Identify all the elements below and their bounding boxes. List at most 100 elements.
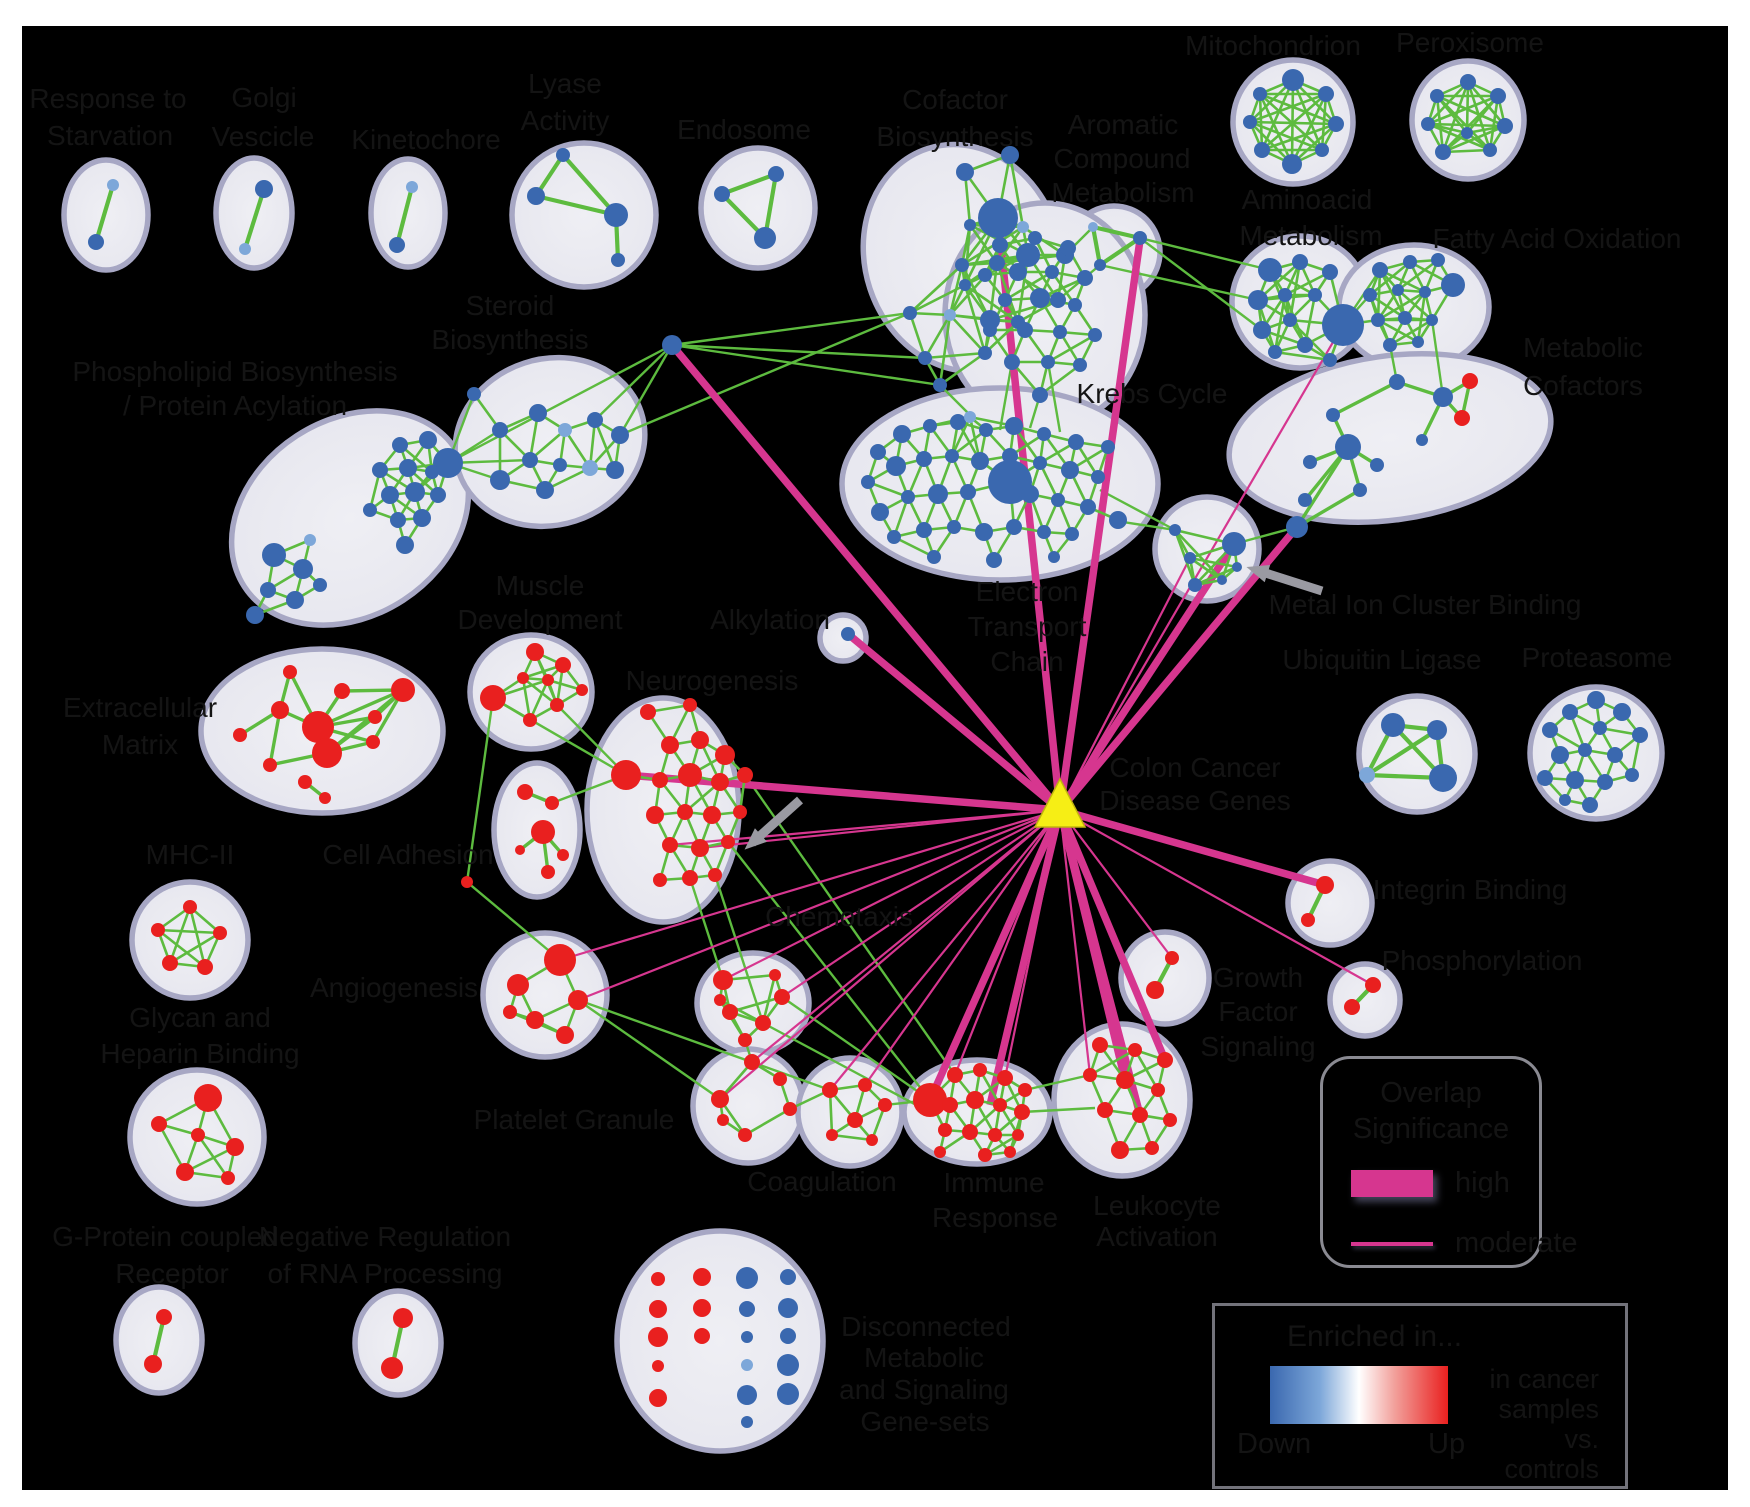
gene-set-node-leukocyte-activation bbox=[1145, 1141, 1159, 1155]
gene-set-node-neurogenesis bbox=[640, 704, 656, 720]
overlap-edge-moderate bbox=[1003, 809, 1062, 1079]
gene-set-node-growth-factor-signaling bbox=[1165, 951, 1179, 965]
gene-set-node-mitochondrion bbox=[1243, 115, 1257, 129]
gene-set-node-extracellular-matrix bbox=[334, 683, 350, 699]
label-glycan-heparin-binding: Glycan and bbox=[129, 1002, 271, 1033]
gene-set-node-glycan-heparin-binding bbox=[221, 1171, 235, 1185]
gene-set-node-phospholipid-biosynthesis bbox=[363, 503, 377, 517]
edge-platelet-granule bbox=[744, 1107, 791, 1137]
edge-cofactor-biosynthesis bbox=[909, 283, 966, 315]
gene-set-node-proteasome bbox=[1607, 747, 1623, 763]
edge-mitochondrion bbox=[1249, 120, 1323, 152]
edge-electron-transport-chain bbox=[867, 480, 909, 499]
label-phosphorylation: Phosphorylation bbox=[1382, 945, 1583, 976]
edge-krebs-cycle bbox=[1047, 333, 1096, 364]
gene-set-node-angiogenesis bbox=[503, 1005, 517, 1019]
gene-set-node-electron-transport-chain bbox=[1002, 448, 1018, 464]
gene-set-node-peroxisome bbox=[1490, 88, 1506, 104]
gene-set-node-leukocyte-activation bbox=[1111, 1141, 1129, 1159]
gene-set-node-cofactor-biosynthesis bbox=[1017, 221, 1029, 233]
gene-set-node-coagulation bbox=[866, 1134, 878, 1146]
gene-set-node-electron-transport-chain bbox=[975, 523, 993, 541]
gene-set-node-aminoacid-metabolism bbox=[1248, 290, 1268, 310]
gene-set-node-extracellular-matrix bbox=[283, 665, 297, 679]
edge-glycan-heparin-binding bbox=[157, 1123, 187, 1173]
overlap-edge-moderate bbox=[751, 809, 1061, 1063]
gene-set-node-metabolic-cofactors bbox=[1433, 387, 1453, 407]
label-g-protein-coupled-receptor: G-Protein coupled bbox=[52, 1221, 278, 1252]
green-link bbox=[998, 361, 1014, 431]
gene-set-node-metal-ion-cluster-binding bbox=[1217, 575, 1227, 585]
green-link bbox=[1099, 263, 1259, 302]
edge-mitochondrion bbox=[1290, 93, 1328, 165]
overlap-title-line1: Overlap bbox=[1380, 1077, 1482, 1109]
gene-set-node-proteasome bbox=[1632, 727, 1648, 743]
gene-set-node-cofactor-biosynthesis bbox=[956, 163, 974, 181]
gene-set-node-disconnected-gene-sets bbox=[693, 1268, 711, 1286]
gene-set-node-krebs-cycle bbox=[1077, 270, 1093, 286]
gene-set-node-leukocyte-activation bbox=[1097, 1102, 1113, 1118]
gene-set-node-immune-response bbox=[938, 1123, 952, 1137]
gene-set-node-disconnected-gene-sets bbox=[652, 1360, 664, 1372]
label-aromatic-compound-metabolism: Compound bbox=[1054, 143, 1191, 174]
label-muscle-development: Muscle bbox=[496, 570, 585, 601]
gene-set-node-neurogenesis bbox=[653, 873, 667, 887]
layer-magenta bbox=[559, 217, 1374, 1116]
edge-fatty-acid-oxidation bbox=[1389, 318, 1433, 347]
label-disconnected-gene-sets: and Signaling bbox=[839, 1374, 1009, 1405]
note-line2: samples bbox=[1498, 1394, 1599, 1424]
gene-set-node-response-to-starvation bbox=[107, 179, 119, 191]
cluster-ellipse-angiogenesis bbox=[480, 930, 610, 1060]
label-glycan-heparin-binding: Heparin Binding bbox=[100, 1038, 299, 1069]
gene-set-node-extracellular-matrix bbox=[368, 710, 382, 724]
gene-set-node-mhc-ii bbox=[213, 926, 227, 940]
gene-set-node-chemotaxis bbox=[722, 1004, 738, 1020]
gene-set-node-muscle-development bbox=[517, 672, 529, 684]
gene-set-node-endosome bbox=[754, 227, 776, 249]
gene-set-node-mhc-ii bbox=[151, 923, 165, 937]
gene-set-node-muscle-development bbox=[576, 684, 588, 696]
edge-aromatic-compound-metabolism bbox=[1098, 236, 1142, 267]
gene-set-node-neurogenesis bbox=[662, 837, 678, 853]
gene-set-node-aminoacid-metabolism bbox=[1323, 353, 1337, 367]
gene-set-node-chemotaxis bbox=[769, 969, 781, 981]
gene-set-node-electron-transport-chain bbox=[1021, 485, 1039, 503]
edge-metal-ion-cluster-binding bbox=[1189, 556, 1238, 569]
label-extracellular-matrix: Matrix bbox=[102, 729, 178, 760]
label-growth-factor-signaling: Factor bbox=[1218, 996, 1297, 1027]
label-disconnected-gene-sets: Gene-sets bbox=[860, 1406, 989, 1437]
legend-row-moderate: moderate bbox=[1351, 1227, 1578, 1260]
edge-endosome bbox=[721, 172, 777, 196]
gene-set-node-lyase-activity bbox=[527, 187, 545, 205]
gene-set-node-mhc-ii bbox=[197, 959, 213, 975]
gene-set-node-glycan-heparin-binding bbox=[151, 1116, 167, 1132]
label-response-to-starvation: Response to bbox=[29, 83, 186, 114]
edge-lyase-activity bbox=[535, 193, 617, 218]
gene-set-node-chemotaxis bbox=[713, 970, 733, 990]
gene-set-node-disconnected-gene-sets bbox=[777, 1383, 799, 1405]
gene-set-node-phospholipid-biosynthesis bbox=[405, 482, 425, 502]
label-disconnected-gene-sets: Metabolic bbox=[864, 1342, 984, 1373]
cluster-ellipse-phosphorylation bbox=[1327, 961, 1403, 1039]
label-immune-response: Immune bbox=[943, 1167, 1044, 1198]
gene-set-node-extracellular-matrix bbox=[302, 711, 334, 743]
gene-set-node-response-to-starvation bbox=[88, 234, 104, 250]
gene-set-node-muscle-development bbox=[555, 657, 571, 673]
label-aminoacid-metabolism: Aminoacid bbox=[1242, 184, 1373, 215]
edge-mitochondrion bbox=[1258, 93, 1294, 165]
gene-set-node-extracellular-matrix bbox=[319, 792, 331, 804]
gene-set-node-krebs-cycle bbox=[1009, 263, 1027, 281]
gene-set-node-golgi-vescicle bbox=[239, 243, 251, 255]
gene-set-node-steroid-biosynthesis bbox=[582, 460, 598, 476]
gene-set-node-negative-regulation-rna-processing bbox=[393, 1308, 413, 1328]
gene-set-node-glycan-heparin-binding bbox=[191, 1128, 205, 1142]
overlap-edge-moderate bbox=[829, 809, 1061, 1091]
gene-set-node-g-protein-coupled-receptor bbox=[156, 1309, 172, 1325]
edge-lyase-activity bbox=[561, 153, 618, 217]
gene-set-node-peroxisome bbox=[1430, 89, 1444, 103]
overlap-significance-legend: Overlap Significance high moderate bbox=[1320, 1056, 1578, 1268]
label-cofactor-biosynthesis: Biosynthesis bbox=[876, 121, 1033, 152]
gene-set-node-electron-transport-chain bbox=[1109, 511, 1127, 529]
overlap-edge-high bbox=[669, 342, 1063, 813]
connector-node bbox=[461, 876, 473, 888]
